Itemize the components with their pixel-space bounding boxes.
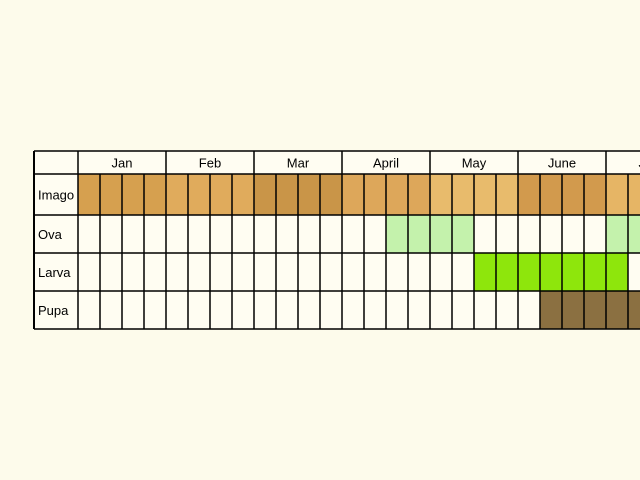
- stage-cell-imago: [386, 174, 408, 215]
- stage-cell-larva: [474, 253, 496, 291]
- month-label: Feb: [199, 156, 221, 171]
- stage-label: Ova: [38, 227, 63, 242]
- stage-cell-imago: [276, 174, 298, 215]
- stage-cell-imago: [584, 174, 606, 215]
- stage-cell-imago: [320, 174, 342, 215]
- stage-cell-larva: [584, 253, 606, 291]
- month-label: July: [638, 156, 640, 171]
- stage-cell-imago: [210, 174, 232, 215]
- stage-cell-imago: [144, 174, 166, 215]
- stage-cell-ova: [408, 215, 430, 253]
- stage-label: Larva: [38, 265, 71, 280]
- stage-cell-imago: [166, 174, 188, 215]
- stage-cell-ova: [452, 215, 474, 253]
- stage-cell-imago: [452, 174, 474, 215]
- stage-cell-larva: [540, 253, 562, 291]
- stage-cell-pupa: [540, 291, 562, 329]
- stage-cell-ova: [628, 215, 640, 253]
- stage-cell-imago: [78, 174, 100, 215]
- stage-cell-pupa: [584, 291, 606, 329]
- stage-label: Imago: [38, 188, 74, 203]
- stage-cell-imago: [430, 174, 452, 215]
- stage-cell-ova: [606, 215, 628, 253]
- stage-cell-imago: [408, 174, 430, 215]
- stage-cell-imago: [474, 174, 496, 215]
- stage-cell-larva: [496, 253, 518, 291]
- stage-cell-pupa: [562, 291, 584, 329]
- stage-cell-larva: [562, 253, 584, 291]
- stage-cell-imago: [122, 174, 144, 215]
- stage-cell-imago: [364, 174, 386, 215]
- stage-cell-pupa: [606, 291, 628, 329]
- stage-cell-imago: [100, 174, 122, 215]
- stage-cell-imago: [232, 174, 254, 215]
- stage-cell-imago: [254, 174, 276, 215]
- stage-cell-imago: [298, 174, 320, 215]
- month-label: May: [462, 156, 487, 171]
- stage-cell-ova: [386, 215, 408, 253]
- stage-cell-ova: [430, 215, 452, 253]
- stage-cell-imago: [518, 174, 540, 215]
- stage-label: Pupa: [38, 303, 69, 318]
- month-label: June: [548, 156, 576, 171]
- month-label: April: [373, 156, 399, 171]
- stage-cell-imago: [606, 174, 628, 215]
- stage-cell-imago: [540, 174, 562, 215]
- stage-cell-imago: [628, 174, 640, 215]
- stage-cell-pupa: [628, 291, 640, 329]
- stage-cell-larva: [606, 253, 628, 291]
- stage-cell-imago: [496, 174, 518, 215]
- month-label: Mar: [287, 156, 310, 171]
- month-label: Jan: [112, 156, 133, 171]
- stage-cell-imago: [188, 174, 210, 215]
- stage-cell-imago: [562, 174, 584, 215]
- stage-cell-larva: [518, 253, 540, 291]
- stage-cell-imago: [342, 174, 364, 215]
